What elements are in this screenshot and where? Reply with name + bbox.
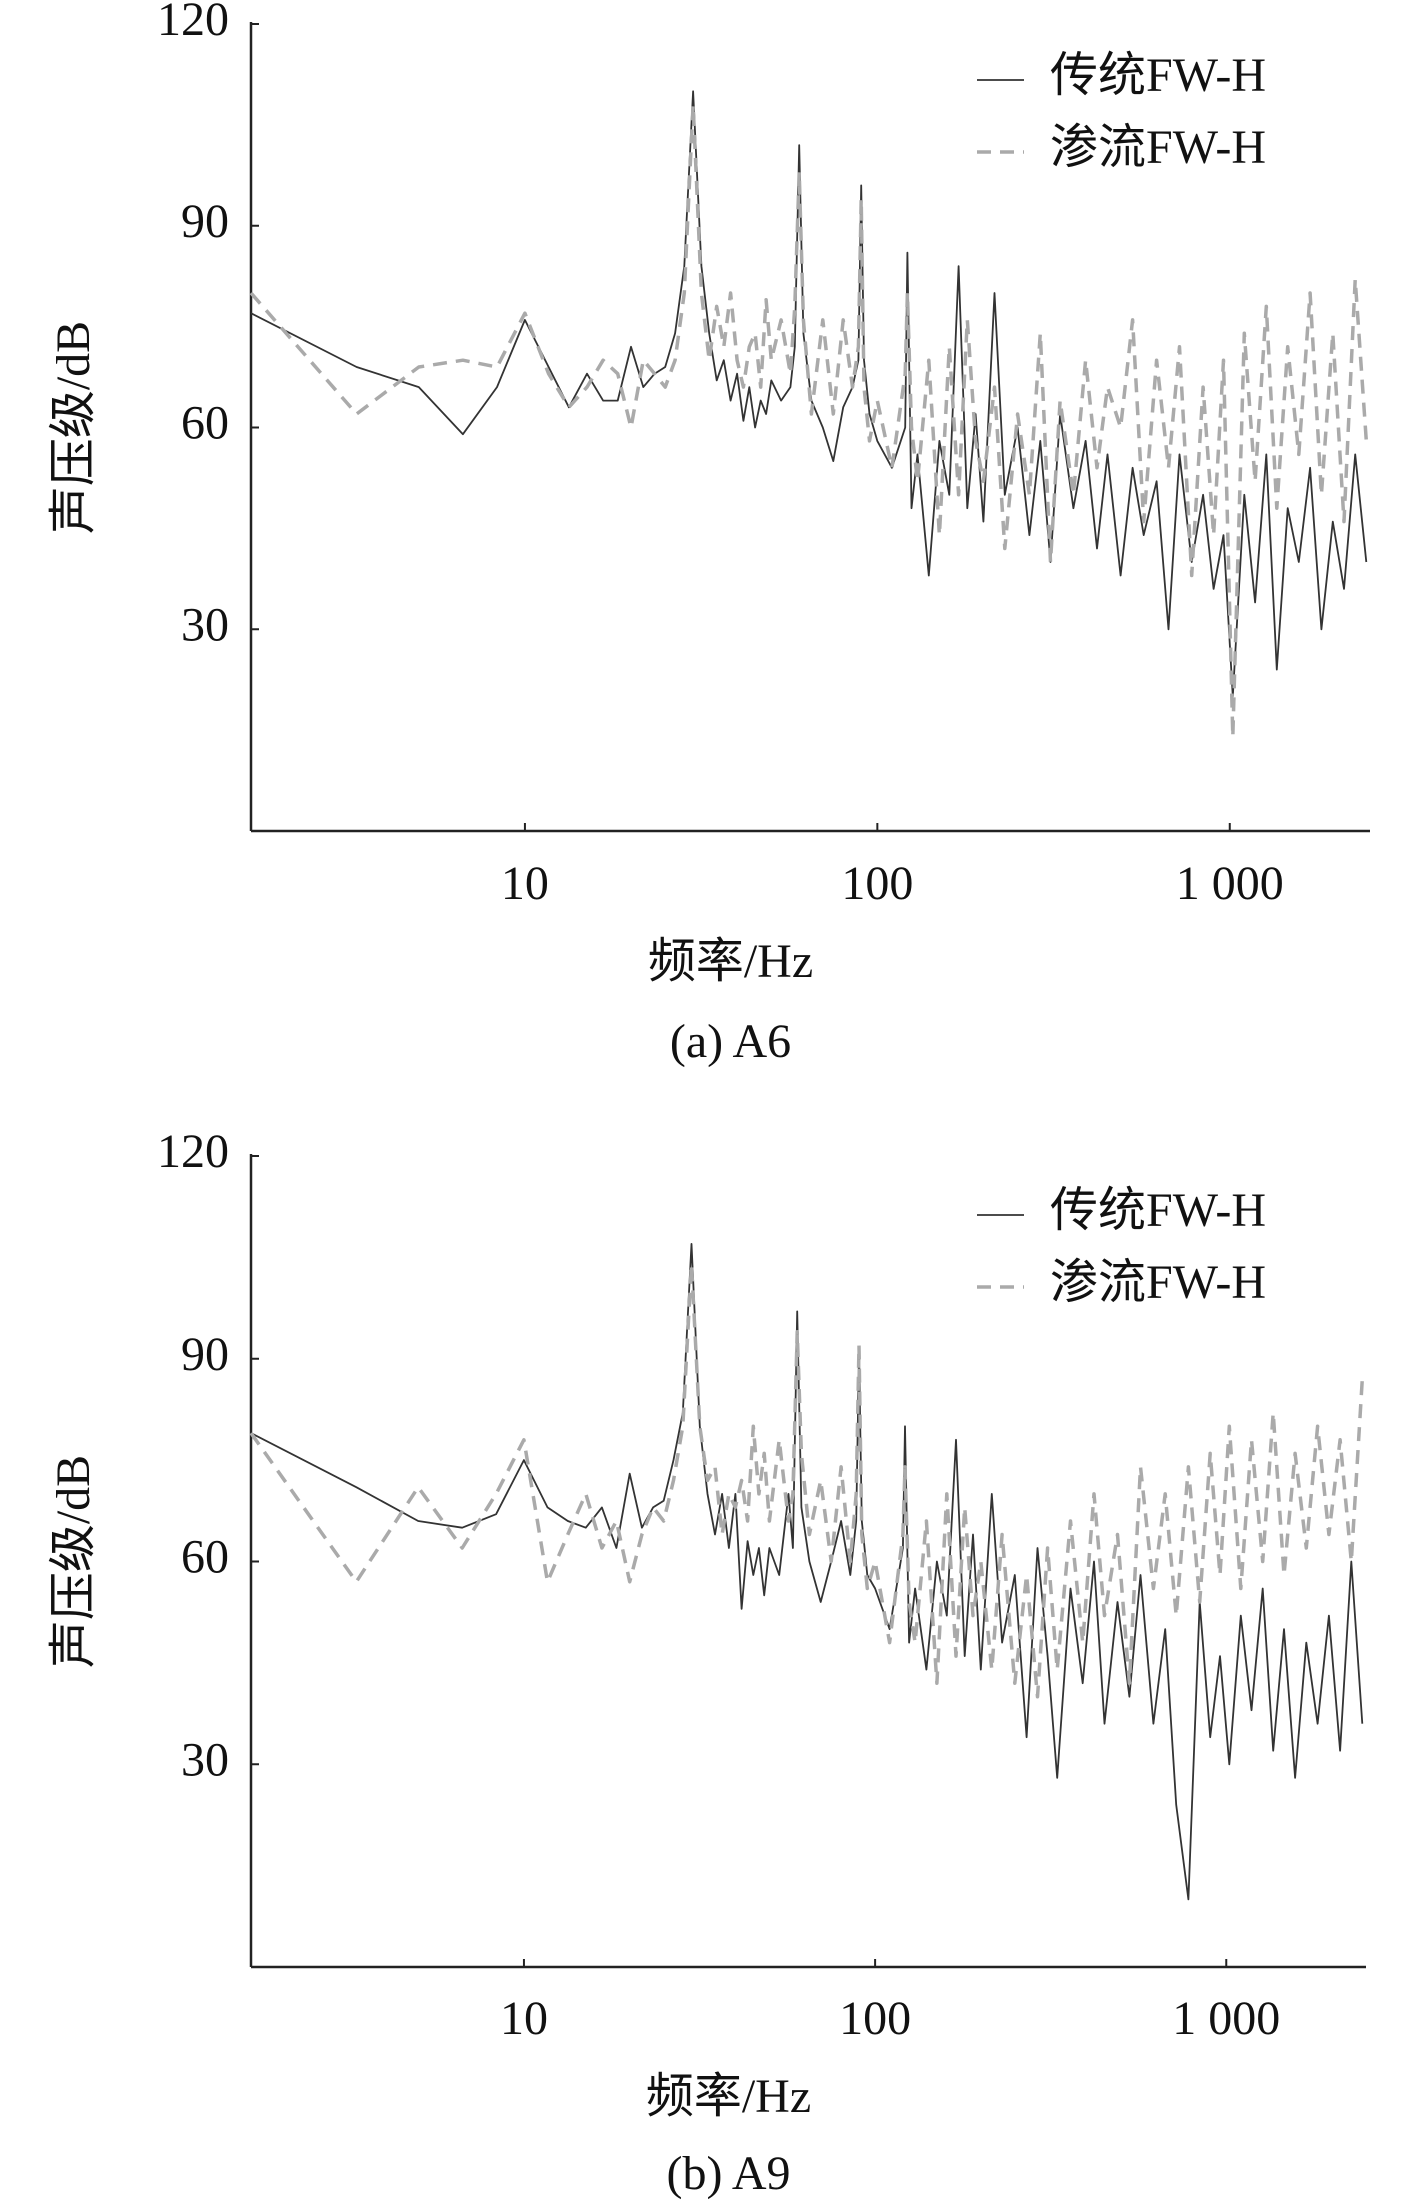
x-tick-label: 1 000	[1172, 1992, 1280, 2045]
chart-title: (a) A6	[670, 1015, 791, 1068]
y-tick-label: 30	[181, 598, 229, 651]
y-tick-label: 60	[181, 1531, 229, 1584]
x-axis-label: 频率/Hz	[646, 2070, 811, 2123]
y-axis-label: 声压级/dB	[47, 321, 100, 534]
y-tick-label: 60	[181, 397, 229, 450]
y-tick-label: 30	[181, 1733, 229, 1786]
y-tick-label: 90	[181, 1328, 229, 1381]
x-axis-label: 频率/Hz	[648, 935, 813, 988]
series-line	[249, 102, 1369, 739]
x-tick-label: 100	[839, 1992, 911, 2045]
y-tick-label: 90	[181, 195, 229, 248]
x-tick-label: 100	[841, 857, 913, 910]
x-tick-label: 1 000	[1176, 857, 1284, 910]
legend-label: 渗流FW-H	[1050, 1256, 1266, 1309]
y-tick-label: 120	[157, 0, 229, 46]
legend-label: 传统FW-H	[1050, 49, 1266, 102]
x-tick-label: 10	[500, 1992, 548, 2045]
series-line	[250, 1243, 1364, 1901]
chart-title: (b) A9	[667, 2147, 791, 2200]
series-line	[249, 1262, 1365, 1699]
legend-label: 渗流FW-H	[1050, 121, 1266, 174]
x-tick-label: 10	[501, 857, 549, 910]
y-tick-label: 120	[157, 1125, 229, 1178]
series-line	[250, 90, 1368, 698]
y-axis-label: 声压级/dB	[47, 1455, 100, 1668]
legend-label: 传统FW-H	[1050, 1184, 1266, 1237]
